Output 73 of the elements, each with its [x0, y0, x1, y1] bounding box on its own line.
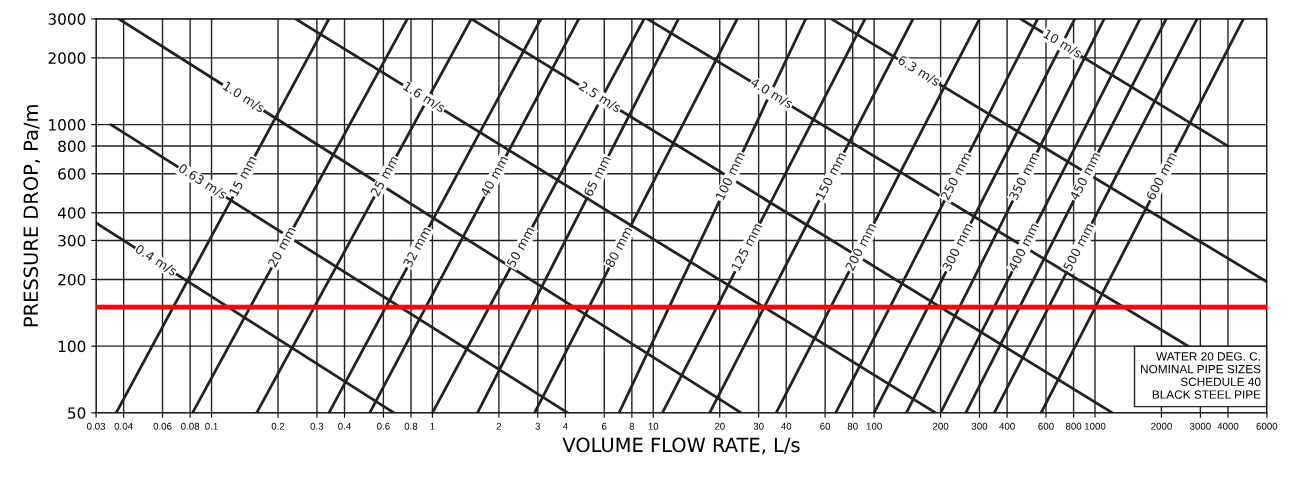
x-tick-label: 0.08 — [181, 422, 200, 430]
text: 2.5 m/s — [577, 80, 622, 114]
text: 1.0 m/s — [222, 80, 266, 114]
x-tick-label: 3000 — [1189, 422, 1211, 430]
x-tick-label: 200 — [932, 422, 949, 430]
x-tick-label: 60 — [820, 422, 831, 430]
text: 300 mm — [941, 222, 973, 272]
x-tick-label: 4000 — [1217, 422, 1239, 430]
text: 6.3 m/s — [896, 54, 941, 88]
text: 25 mm — [370, 155, 399, 197]
y-tick-label: 300 — [58, 234, 86, 247]
x-tick-label: 30 — [753, 422, 764, 430]
text: 20 mm — [267, 226, 296, 268]
x-tick-label: 4 — [562, 422, 568, 430]
text: 40 mm — [479, 155, 509, 198]
text: 0.4 m/s — [134, 243, 178, 278]
x-tick-label: 3 — [535, 422, 541, 430]
x-tick-label: 2 — [496, 422, 502, 430]
x-tick-label: 10 — [648, 422, 659, 430]
x-tick-label: 80 — [847, 422, 858, 430]
text: 1.6 m/s — [402, 81, 446, 114]
x-tick-label: 0.1 — [205, 422, 218, 430]
y-tick-label: 2000 — [48, 52, 86, 64]
text: 100 mm — [715, 151, 746, 201]
y-tick-label: 3000 — [48, 13, 86, 25]
x-tick-label: 6 — [602, 422, 607, 430]
y-tick-label: 800 — [58, 140, 86, 153]
x-tick-label: 0.06 — [153, 422, 172, 430]
x-tick-label: 2000 — [1151, 422, 1172, 430]
text: 400 mm — [1007, 222, 1039, 272]
text: 4.0 m/s — [749, 77, 794, 110]
text: 450 mm — [1069, 151, 1101, 201]
x-tick-label: 1000 — [1084, 422, 1106, 430]
y-axis-title: PRESSURE DROP, Pa/m — [23, 105, 41, 327]
x-axis-title: VOLUME FLOW RATE, L/s — [562, 437, 800, 455]
x-tick-label: 600 — [1038, 422, 1054, 430]
y-tick-label: 600 — [58, 168, 86, 180]
text: 50 mm — [506, 226, 535, 268]
text: 10 m/s — [1042, 28, 1083, 60]
text: 0.63 m/s — [177, 163, 228, 201]
y-tick-label: 200 — [58, 273, 86, 286]
x-tick-label: 300 — [971, 422, 988, 430]
x-tick-label: 400 — [999, 422, 1015, 430]
x-tick-label: 6000 — [1256, 422, 1278, 430]
text: 500 mm — [1062, 222, 1095, 272]
x-tick-label: 0.8 — [404, 422, 418, 430]
x-tick-label: 0.2 — [271, 422, 285, 430]
x-tick-label: 0.3 — [310, 422, 324, 430]
y-tick-label: 50 — [68, 407, 86, 419]
text: 32 mm — [402, 226, 432, 268]
text: 150 mm — [815, 151, 847, 201]
y-tick-label: 400 — [57, 207, 86, 219]
x-tick-label: 20 — [714, 422, 725, 430]
x-tick-label: 800 — [1065, 422, 1082, 430]
text: 80 mm — [604, 225, 633, 268]
x-tick-label: 1 — [430, 422, 435, 430]
y-tick-label: 1000 — [49, 119, 86, 131]
text: 250 mm — [940, 151, 972, 201]
text: 65 mm — [583, 155, 611, 198]
text: 200 mm — [844, 222, 877, 272]
x-tick-label: 0.03 — [86, 422, 106, 430]
y-tick-label: 100 — [58, 340, 86, 353]
text: 600 mm — [1145, 151, 1178, 201]
text: 15 mm — [228, 155, 258, 197]
x-tick-label: 0.6 — [377, 422, 390, 430]
text: 350 mm — [1008, 151, 1040, 201]
annotation: WATER 20 DEG. C. NOMINAL PIPE SIZES SCHEDULE 40 BLACK STEEL PIPE — [1141, 352, 1261, 399]
x-tick-label: 8 — [629, 422, 635, 430]
x-tick-label: 0.4 — [338, 422, 351, 430]
x-tick-label: 0.04 — [114, 422, 133, 430]
text: 125 mm — [731, 222, 763, 272]
x-tick-label: 100 — [866, 422, 882, 430]
x-tick-label: 40 — [781, 422, 792, 430]
